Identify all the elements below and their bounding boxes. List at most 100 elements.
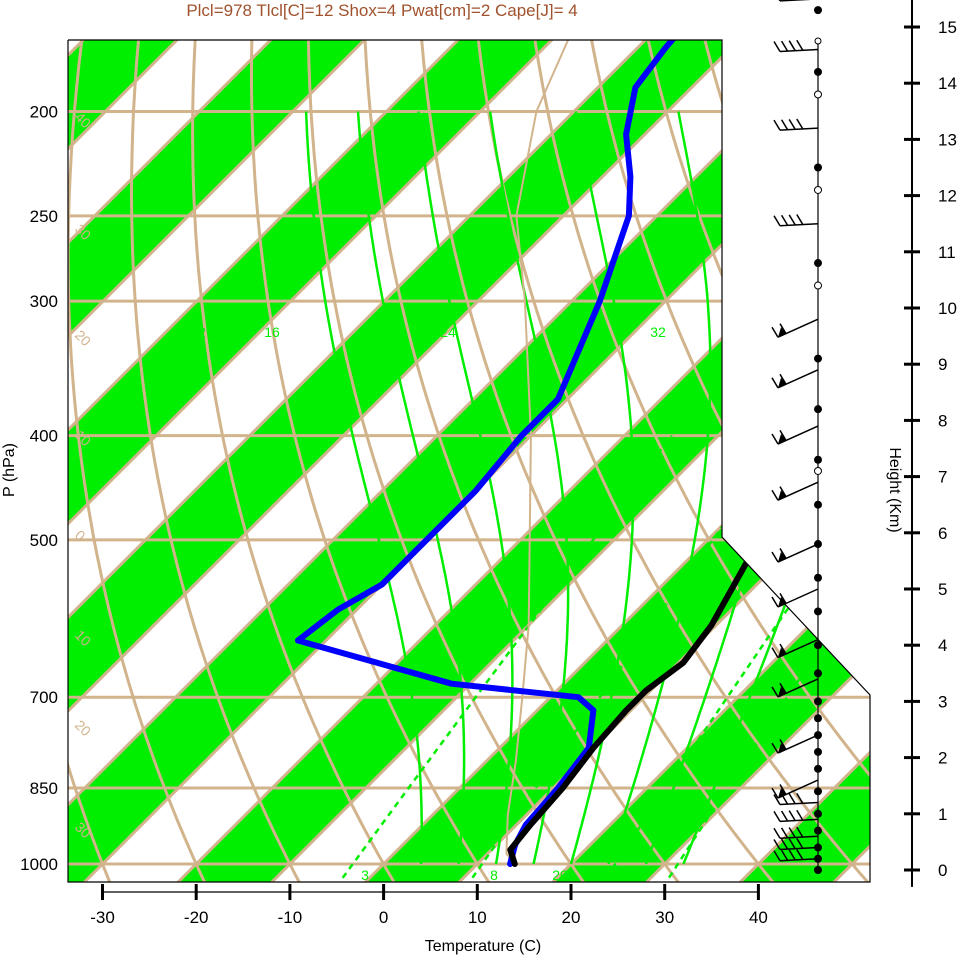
x-tick-label: -20	[184, 908, 209, 927]
wind-barb-shaft	[777, 779, 819, 799]
height-tick-label: 13	[938, 130, 957, 149]
wind-barb-feather	[773, 839, 781, 850]
isotherm-band	[68, 40, 617, 882]
series-dewpoint-line	[294, 40, 856, 867]
height-tick-label: 10	[938, 299, 957, 318]
wind-barb-feather	[796, 39, 804, 51]
wind-barb-feather	[780, 827, 789, 839]
wind-barb-shaft	[779, 835, 819, 840]
wind-barb-feather	[779, 593, 787, 604]
wind-barb-shaft	[777, 425, 819, 445]
y-axis: 1001502002503004005007008501000	[20, 102, 58, 874]
wind-barb-feather	[773, 119, 781, 131]
wind-barb-feather	[773, 215, 781, 227]
wind-barb-feather	[796, 837, 804, 849]
x-tick-label: 10	[468, 908, 487, 927]
moist-adiabat-label: 24	[440, 324, 456, 340]
dry-adiabat	[516, 40, 870, 882]
wind-barb-feather	[780, 119, 789, 131]
height-tick-label: 7	[938, 468, 947, 487]
wind-barb-feather	[773, 794, 781, 805]
wind-level-dot	[814, 259, 822, 268]
y-tick-label: 1000	[20, 855, 58, 874]
wind-barb-shaft	[779, 0, 812, 2]
isotherm-band	[68, 40, 870, 882]
wind-barb-feather	[771, 551, 779, 563]
height-tick-label: 14	[938, 74, 957, 93]
isotherm-line	[78, 40, 870, 882]
wind-profile	[771, 0, 822, 874]
isotherm-band	[68, 40, 805, 882]
wind-level-dot	[814, 866, 822, 874]
wind-barb-feather	[771, 686, 779, 698]
x-tick-label: 20	[562, 908, 581, 927]
wind-barb-shaft	[777, 543, 819, 563]
height-tick-label: 0	[938, 861, 947, 880]
wind-barb-feather	[771, 787, 779, 799]
wind-barb-feather	[788, 40, 796, 52]
wind-level-dot	[814, 405, 822, 414]
wind-level-dot	[814, 607, 822, 616]
wind-barb-feather	[779, 323, 787, 335]
moist-adiabat-label: 12	[190, 324, 206, 340]
wind-level-dot	[814, 714, 822, 723]
moist-adiabat	[569, 111, 635, 865]
mixing-ratio-label: 20	[552, 867, 568, 883]
mixing-ratio-label: 3	[361, 867, 369, 883]
wind-barb-flag	[778, 647, 786, 658]
moist-adiabat-label: 16	[264, 324, 280, 340]
wind-level-dot	[814, 163, 822, 172]
moist-adiabat	[304, 111, 423, 865]
isotherm-line	[68, 40, 870, 882]
wind-barb-shaft	[777, 588, 819, 608]
dry-adiabat	[466, 40, 870, 882]
wind-barb-feather	[788, 810, 796, 822]
x-tick-label: 0	[379, 908, 388, 927]
wind-level-dot	[814, 826, 822, 835]
wind-level-dot	[814, 697, 822, 706]
x-tick-label: -30	[90, 908, 115, 927]
height-tick-label: 11	[938, 243, 956, 262]
wind-barb-feather	[788, 849, 796, 861]
y-tick-label: 850	[30, 779, 58, 798]
wind-level-dot	[814, 641, 822, 650]
wind-level-dot	[814, 573, 822, 582]
isotherm-line	[68, 40, 712, 882]
wind-barb-feather	[788, 118, 796, 130]
height-axis: 012345678910111213141516	[904, 0, 957, 887]
wind-level-dot	[814, 455, 822, 464]
wind-barb-shaft	[779, 858, 819, 862]
isotherm-label: 20	[797, 584, 819, 606]
wind-barb-feather	[796, 214, 804, 225]
wind-barb-flag	[778, 743, 786, 754]
wind-level-dot	[814, 500, 822, 509]
isotherm-line	[453, 40, 870, 882]
wind-barb-feather	[780, 810, 789, 822]
isotherm-line	[359, 40, 870, 882]
y-axis-label: P (hPa)	[1, 443, 18, 497]
wind-barb-feather	[773, 41, 781, 52]
wind-barb-feather	[773, 811, 781, 822]
wind-barb-feather	[771, 489, 779, 501]
wind-level-dot	[814, 354, 822, 363]
isotherm-band	[68, 40, 430, 882]
isotherm-band	[360, 40, 870, 882]
wind-barb-feather	[779, 486, 787, 498]
height-tick-label: 5	[938, 580, 947, 599]
wind-barb-shaft	[779, 801, 819, 806]
isotherm-line	[68, 40, 870, 882]
wind-barb-feather	[796, 118, 804, 130]
wind-top-marker	[814, 37, 822, 45]
wind-barb-feather	[779, 784, 787, 795]
wind-barb-shaft	[779, 222, 819, 227]
wind-barb-shaft	[777, 318, 819, 338]
wind-level-dot	[814, 669, 822, 678]
wind-level-open-dot	[814, 185, 822, 194]
wind-barb-feather	[771, 742, 779, 754]
wind-level-dot	[814, 67, 822, 76]
height-tick-label: 4	[938, 636, 947, 655]
wind-barb-feather	[779, 373, 787, 385]
wind-barb-feather	[788, 838, 796, 850]
isotherm-label: 0	[726, 456, 743, 473]
